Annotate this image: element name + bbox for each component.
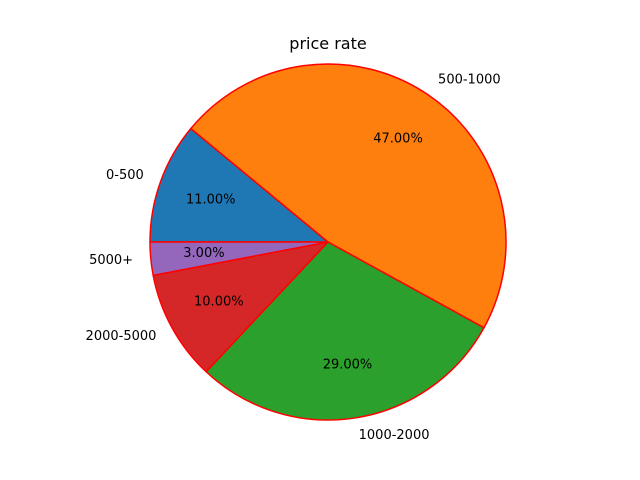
slice-percent-label: 11.00%: [186, 192, 236, 207]
slice-label: 5000+: [89, 253, 133, 268]
slice-percent-label: 3.00%: [183, 246, 224, 261]
slice-label: 2000-5000: [86, 329, 157, 344]
pie-slice-1000-2000: [205, 241, 485, 421]
slice-label: 1000-2000: [359, 428, 430, 443]
slice-label: 0-500: [106, 168, 144, 183]
slice-percent-label: 29.00%: [323, 358, 373, 373]
chart-title: price rate: [289, 34, 366, 53]
pie-slice-500-1000: [190, 63, 507, 329]
pie-labels: 0-500 11.00% 500-1000 47.00% 1000-2000 29.00%…: [86, 73, 501, 443]
pie-slice-0-500: [149, 127, 329, 243]
pie-slice-5000+: [149, 241, 329, 277]
slice-label: 500-1000: [438, 73, 501, 88]
slice-percent-label: 47.00%: [373, 131, 423, 146]
pie-slice-2000-5000: [152, 241, 329, 373]
pie-slices: [149, 63, 507, 421]
slice-percent-label: 10.00%: [194, 295, 244, 310]
